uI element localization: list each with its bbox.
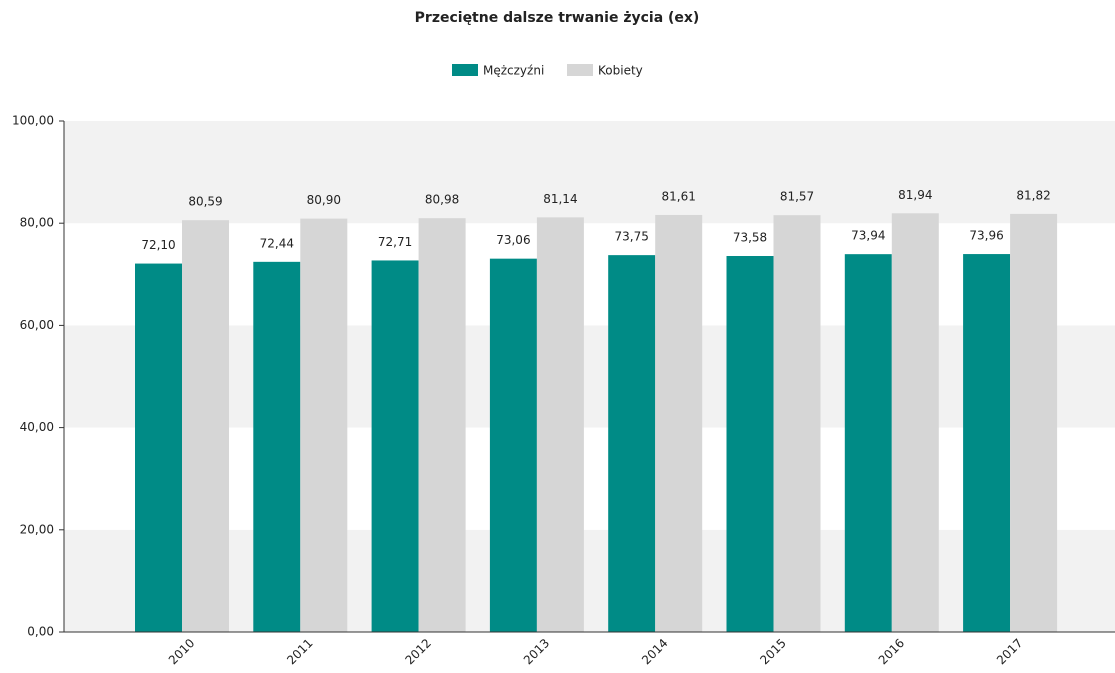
x-tick-label: 2012 [402, 636, 433, 667]
grid-band [64, 325, 1115, 428]
value-label: 73,58 [733, 231, 767, 245]
x-tick-label: 2017 [994, 636, 1025, 667]
plot [135, 213, 1058, 633]
value-label: 81,82 [1016, 188, 1050, 202]
x-tick-label: 2015 [757, 636, 788, 667]
value-label: 73,96 [969, 229, 1003, 243]
bar [418, 218, 466, 632]
x-tick-label: 2014 [639, 636, 670, 667]
bar [608, 255, 656, 632]
bar [489, 258, 537, 632]
value-label: 73,75 [615, 230, 649, 244]
value-label: 80,59 [188, 195, 222, 209]
x-tick-label: 2013 [521, 636, 552, 667]
value-label: 80,90 [307, 193, 341, 207]
legend-label: Mężczyźni [483, 64, 544, 78]
bar [1010, 213, 1058, 633]
y-tick-label: 80,00 [20, 216, 54, 230]
value-label: 72,10 [141, 238, 175, 252]
value-label: 81,94 [898, 188, 932, 202]
value-label: 81,14 [543, 192, 577, 206]
bar [726, 256, 774, 632]
grid-band [64, 223, 1115, 326]
value-label: 80,98 [425, 193, 459, 207]
x-tick-label: 2016 [876, 636, 907, 667]
bar [844, 254, 892, 632]
value-label: 81,61 [662, 189, 696, 203]
value-label: 73,94 [851, 229, 885, 243]
grid-band [64, 427, 1115, 530]
value-label: 81,57 [780, 190, 814, 204]
y-tick-label: 0,00 [27, 625, 54, 639]
bar [773, 215, 821, 632]
value-label: 73,06 [496, 233, 530, 247]
bar [300, 218, 348, 632]
legend-swatch [567, 64, 593, 76]
x-tick-label: 2010 [166, 636, 197, 667]
x-tick-label: 2011 [284, 636, 315, 667]
y-tick-label: 100,00 [12, 114, 54, 128]
bar [371, 260, 419, 632]
value-label: 72,44 [260, 236, 294, 250]
grid-band [64, 529, 1115, 632]
bar [655, 214, 703, 632]
chart-title: Przeciętne dalsze trwanie życia (ex) [415, 10, 700, 26]
bar [891, 213, 939, 632]
value-label: 72,71 [378, 235, 412, 249]
y-tick-label: 60,00 [20, 318, 54, 332]
grid-band [64, 121, 1115, 224]
bar [253, 261, 301, 632]
y-tick-label: 40,00 [20, 420, 54, 434]
legend-label: Kobiety [598, 64, 643, 78]
y-tick-label: 20,00 [20, 522, 54, 536]
legend-swatch [452, 64, 478, 76]
bar [963, 254, 1011, 633]
bar [182, 220, 229, 632]
bar [135, 263, 182, 632]
grid-bands [64, 121, 1115, 632]
bar [536, 217, 584, 632]
